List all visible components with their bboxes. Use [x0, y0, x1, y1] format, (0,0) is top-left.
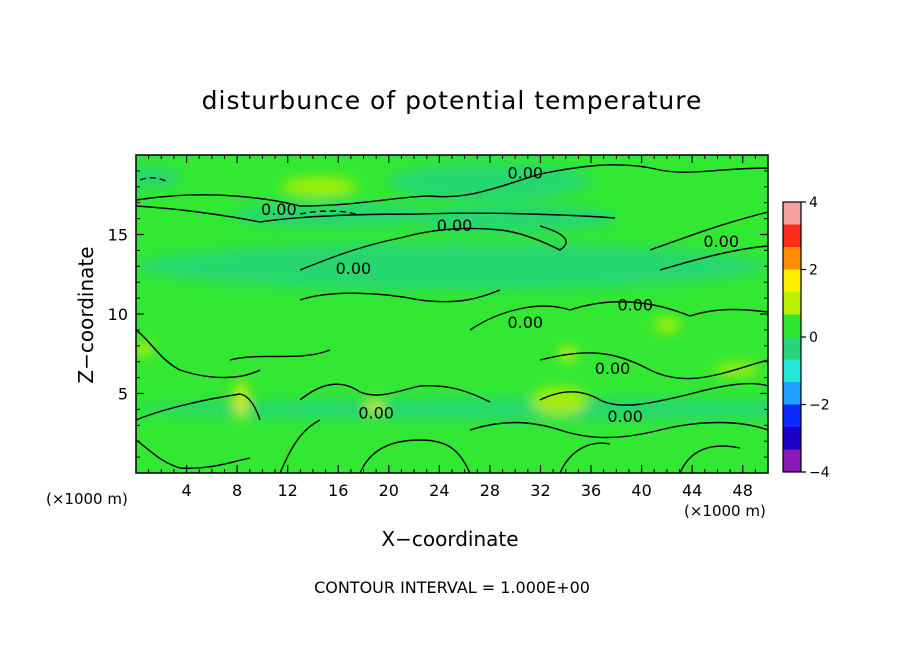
colorbar-segment — [783, 404, 801, 428]
colorbar-tick-label: 2 — [809, 263, 818, 279]
plot-area — [136, 155, 768, 473]
zero-contour — [136, 164, 768, 207]
contour-label: 0.00 — [507, 163, 543, 182]
y-tick-label: 5 — [118, 385, 128, 404]
colorbar-tick-label: −4 — [809, 465, 830, 481]
colorbar: 4 2 0 −2 −4 — [782, 195, 830, 481]
zero-contour — [359, 439, 471, 473]
colorbar-segment — [783, 292, 801, 315]
zero-contour — [469, 421, 768, 439]
x-tick-label: 24 — [429, 481, 449, 500]
cool-anomaly — [136, 398, 768, 421]
negative-contour — [139, 177, 169, 183]
zero-contour — [229, 349, 331, 361]
x-unit-label-right: (×1000 m) — [684, 502, 766, 520]
contour-label: 0.00 — [703, 232, 739, 251]
zero-contour — [136, 393, 261, 421]
colorbar-segment — [783, 449, 801, 473]
warm-anomaly — [531, 387, 588, 416]
contour-label: 0.00 — [437, 216, 473, 235]
cool-anomaly — [414, 204, 617, 233]
x-tick-label: 20 — [379, 481, 399, 500]
chart-title: disturbunce of potential temperature — [201, 86, 703, 115]
x-tick-label: 28 — [480, 481, 500, 500]
zero-contour — [559, 442, 611, 473]
x-tick-label: 32 — [530, 481, 550, 500]
x-tick-label: 44 — [682, 481, 702, 500]
field-background — [136, 155, 768, 473]
colorbar-segment — [783, 314, 801, 338]
zero-contour — [279, 419, 321, 473]
zero-contour — [299, 225, 567, 271]
zero-contour — [136, 329, 261, 379]
zero-contour — [539, 382, 768, 406]
warm-anomaly — [281, 177, 358, 197]
y-tick-label: 10 — [108, 305, 128, 324]
x-axis: 4 8 12 16 20 24 28 32 36 40 44 48 — [148, 155, 756, 500]
contour-labels: 0.00 0.00 0.00 0.00 0.00 0.00 0.00 0.00 0.00 0.00 — [261, 163, 739, 425]
colorbar-segment — [783, 427, 801, 450]
x-axis-label: X−coordinate — [381, 527, 519, 551]
cool-anomaly — [136, 242, 768, 291]
x-unit-label-left: (×1000 m) — [46, 490, 128, 508]
x-tick-label: 12 — [278, 481, 298, 500]
y-axis-label: Z−coordinate — [74, 246, 98, 384]
warm-anomaly — [234, 380, 248, 419]
colorbar-segment — [783, 224, 801, 248]
negative-contour — [299, 210, 357, 215]
zero-contour — [136, 205, 616, 223]
colorbar-segment — [783, 269, 801, 293]
colorbar-tick-label: 4 — [809, 195, 818, 211]
warm-anomaly — [136, 342, 152, 356]
contour-lines — [136, 164, 768, 473]
x-tick-label: 16 — [328, 481, 348, 500]
zero-contour — [299, 289, 501, 303]
cool-anomaly — [388, 162, 592, 202]
contour-label: 0.00 — [261, 200, 297, 219]
zero-contour — [659, 245, 768, 271]
colorbar-tick-label: −2 — [809, 398, 830, 414]
zero-contour — [539, 352, 768, 380]
zero-contour — [469, 301, 768, 331]
contour-label: 0.00 — [595, 359, 631, 378]
x-tick-label: 48 — [733, 481, 753, 500]
warm-anomaly — [654, 317, 680, 334]
y-tick-label: 15 — [108, 226, 128, 245]
cool-anomaly — [136, 166, 181, 189]
y-axis: 5 10 15 — [108, 170, 768, 458]
x-tick-label: 8 — [232, 481, 242, 500]
colorbar-segment — [783, 337, 801, 360]
contour-label: 0.00 — [607, 407, 643, 426]
colorbar-tick-label: 0 — [809, 330, 818, 346]
temperature-field — [136, 162, 768, 421]
colorbar-segment — [783, 247, 801, 270]
zero-contour — [649, 211, 768, 251]
warm-anomaly — [367, 399, 383, 413]
contour-interval-note: CONTOUR INTERVAL = 1.000E+00 — [314, 578, 590, 597]
colorbar-segment — [783, 202, 801, 225]
x-tick-label: 40 — [631, 481, 651, 500]
x-tick-label: 36 — [581, 481, 601, 500]
contour-label: 0.00 — [507, 313, 543, 332]
colorbar-segment — [783, 359, 801, 383]
zero-contour — [299, 383, 491, 403]
contour-label: 0.00 — [336, 259, 372, 278]
x-tick-label: 4 — [181, 481, 191, 500]
contour-label: 0.00 — [617, 295, 653, 314]
contour-label: 0.00 — [358, 404, 394, 423]
colorbar-segment — [783, 382, 801, 405]
zero-contour — [136, 439, 251, 470]
zero-contour — [679, 445, 741, 473]
